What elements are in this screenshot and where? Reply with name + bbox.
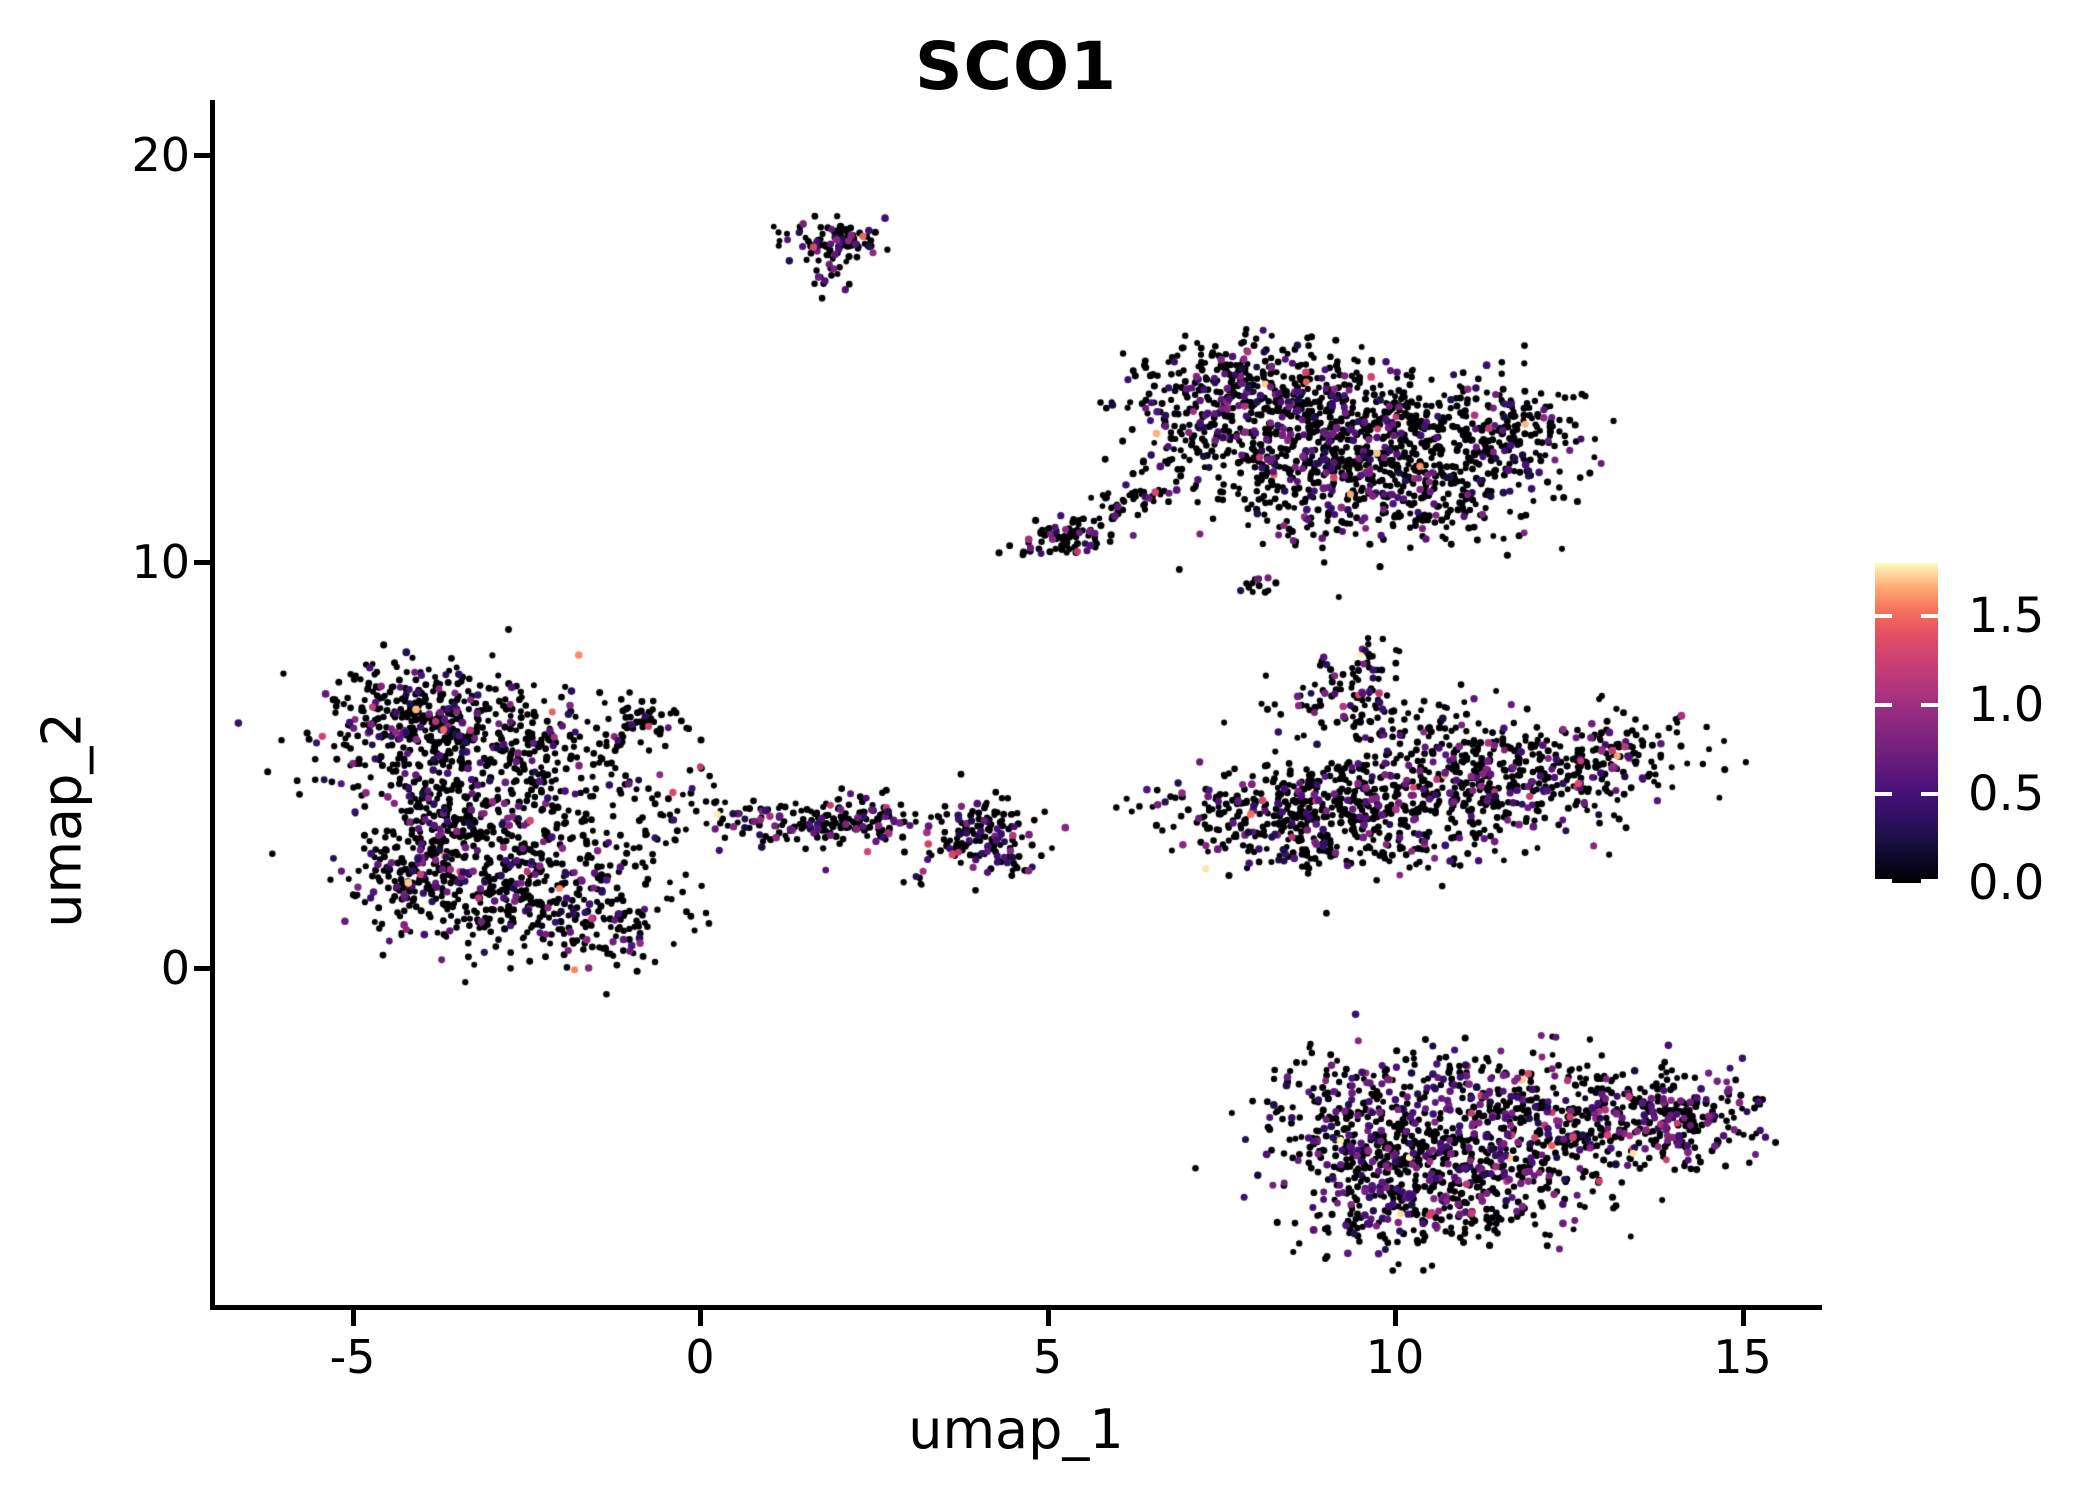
colorbar-tick: [1921, 792, 1938, 797]
x-tick-label: 10: [1365, 1330, 1425, 1384]
colorbar-tick-label: 0.0: [1968, 855, 2045, 911]
x-axis-line: [210, 1305, 1822, 1310]
x-tick-label: 5: [1032, 1330, 1063, 1384]
x-tick: [350, 1310, 356, 1326]
y-tick-label: 10: [131, 534, 190, 589]
colorbar-tick: [1875, 792, 1892, 797]
colorbar-tick: [1875, 614, 1892, 619]
colorbar-tick: [1875, 879, 1892, 883]
y-tick: [194, 966, 210, 971]
colorbar-gradient: [1875, 563, 1938, 883]
x-tick-label: -5: [329, 1330, 376, 1384]
y-axis-label: umap_2: [30, 712, 94, 928]
colorbar-tick: [1921, 703, 1938, 708]
x-tick-label: 15: [1713, 1330, 1772, 1384]
x-tick-label: 0: [685, 1330, 715, 1384]
colorbar-tick: [1921, 614, 1938, 619]
x-tick: [698, 1310, 703, 1326]
y-tick-label: 0: [160, 941, 190, 995]
colorbar-tick-label: 1.0: [1968, 677, 2045, 734]
colorbar-tick-label: 0.5: [1968, 766, 2045, 823]
colorbar-tick: [1875, 703, 1892, 708]
y-tick: [194, 153, 210, 158]
x-axis-label: umap_1: [908, 1398, 1124, 1461]
y-axis-line: [210, 100, 215, 1310]
colorbar-tick: [1921, 879, 1938, 883]
x-tick: [1740, 1310, 1746, 1326]
x-tick: [1045, 1310, 1051, 1326]
y-tick-label: 20: [131, 128, 190, 182]
x-tick: [1393, 1310, 1398, 1326]
y-tick: [194, 559, 210, 565]
colorbar-tick-label: 1.5: [1968, 588, 2045, 645]
